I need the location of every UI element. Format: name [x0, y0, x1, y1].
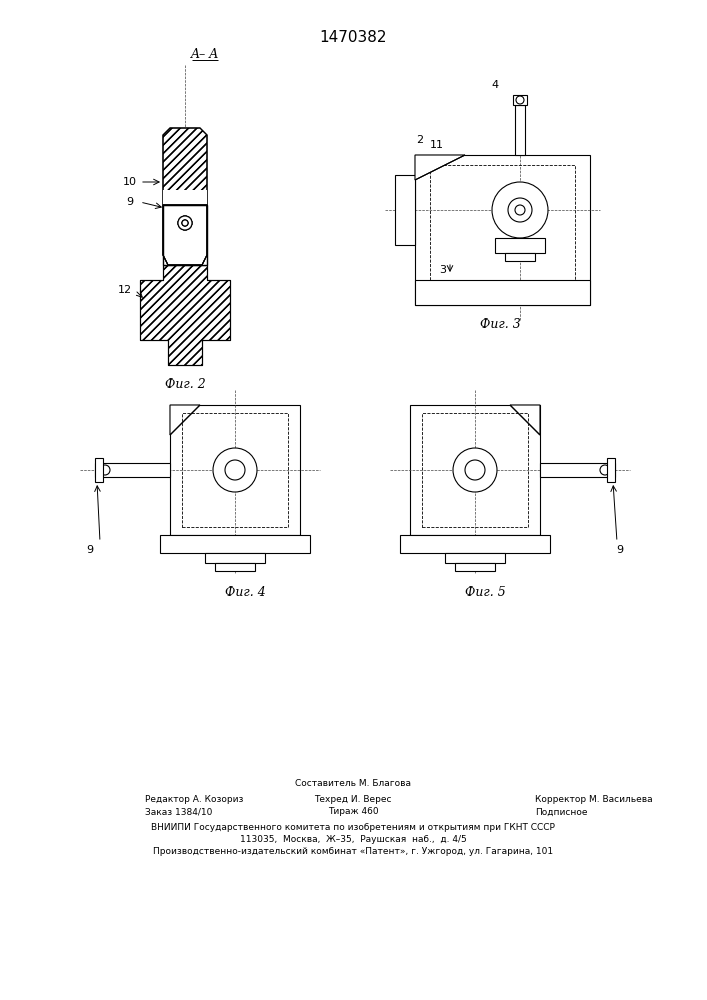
Polygon shape [510, 405, 540, 435]
Circle shape [516, 96, 524, 104]
Bar [422, 413, 528, 527]
Bar [607, 458, 615, 482]
Bar [95, 463, 170, 477]
Bar [505, 253, 535, 261]
Bar [182, 413, 288, 527]
Bar [415, 280, 590, 305]
Bar [515, 105, 525, 155]
Text: 1470382: 1470382 [320, 29, 387, 44]
Circle shape [508, 198, 532, 222]
Bar [400, 535, 550, 553]
Text: Подписное: Подписное [535, 808, 588, 816]
Circle shape [600, 465, 610, 475]
Bar [395, 175, 415, 245]
Bar [95, 458, 103, 482]
Polygon shape [163, 205, 207, 265]
Bar [163, 190, 207, 265]
Circle shape [492, 182, 548, 238]
Bar [163, 205, 207, 265]
Bar [163, 205, 207, 265]
Text: 9: 9 [127, 197, 134, 207]
Text: Фиг. 2: Фиг. 2 [165, 378, 205, 391]
Circle shape [100, 465, 110, 475]
Bar [495, 238, 545, 253]
Text: Редактор А. Козориз: Редактор А. Козориз [145, 794, 243, 804]
Text: Фиг. 4: Фиг. 4 [225, 586, 265, 599]
Text: Фиг. 5: Фиг. 5 [464, 586, 506, 599]
Circle shape [465, 460, 485, 480]
Bar [163, 195, 207, 265]
Text: 11: 11 [430, 140, 444, 150]
Text: Тираж 460: Тираж 460 [327, 808, 378, 816]
Circle shape [178, 216, 192, 230]
Text: 2: 2 [416, 135, 423, 145]
Polygon shape [415, 155, 465, 180]
Text: Техред И. Верес: Техред И. Верес [314, 794, 392, 804]
Polygon shape [410, 405, 540, 535]
Circle shape [453, 448, 497, 492]
Circle shape [182, 220, 188, 226]
Bar [445, 553, 505, 563]
Circle shape [178, 216, 192, 230]
Polygon shape [163, 205, 207, 265]
Circle shape [515, 205, 525, 215]
Text: 3: 3 [440, 265, 447, 275]
Polygon shape [163, 205, 207, 265]
Text: 113035,  Москва,  Ж–35,  Раушская  наб.,  д. 4/5: 113035, Москва, Ж–35, Раушская наб., д. … [240, 834, 467, 844]
Bar [215, 563, 255, 571]
Bar [455, 563, 495, 571]
Text: Составитель М. Благова: Составитель М. Благова [295, 778, 411, 788]
Bar [163, 205, 207, 265]
Text: Фиг. 3: Фиг. 3 [479, 318, 520, 332]
Polygon shape [140, 265, 230, 365]
Bar [160, 535, 310, 553]
Circle shape [178, 216, 192, 230]
Bar [430, 165, 575, 280]
Bar [163, 205, 207, 265]
Text: 12: 12 [118, 285, 132, 295]
Text: 9: 9 [617, 545, 624, 555]
Polygon shape [170, 405, 300, 535]
Text: Производственно-издательский комбинат «Патент», г. Ужгород, ул. Гагарина, 101: Производственно-издательский комбинат «П… [153, 846, 553, 856]
Text: Заказ 1384/10: Заказ 1384/10 [145, 808, 212, 816]
Text: 10: 10 [123, 177, 137, 187]
Bar [513, 95, 527, 105]
Bar [205, 553, 265, 563]
Circle shape [182, 220, 188, 226]
Text: Корректор М. Васильева: Корректор М. Васильева [535, 794, 653, 804]
Polygon shape [163, 128, 207, 205]
Polygon shape [163, 128, 207, 205]
Circle shape [225, 460, 245, 480]
Bar [163, 205, 207, 265]
Text: ВНИИПИ Государственного комитета по изобретениям и открытиям при ГКНТ СССР: ВНИИПИ Государственного комитета по изоб… [151, 822, 555, 832]
Circle shape [182, 220, 188, 226]
Bar [415, 155, 590, 305]
Text: 4: 4 [491, 80, 498, 90]
Bar [540, 463, 615, 477]
Circle shape [213, 448, 257, 492]
Polygon shape [170, 405, 200, 435]
Text: A– A: A– A [191, 48, 219, 62]
Polygon shape [140, 265, 230, 365]
Text: 9: 9 [86, 545, 93, 555]
